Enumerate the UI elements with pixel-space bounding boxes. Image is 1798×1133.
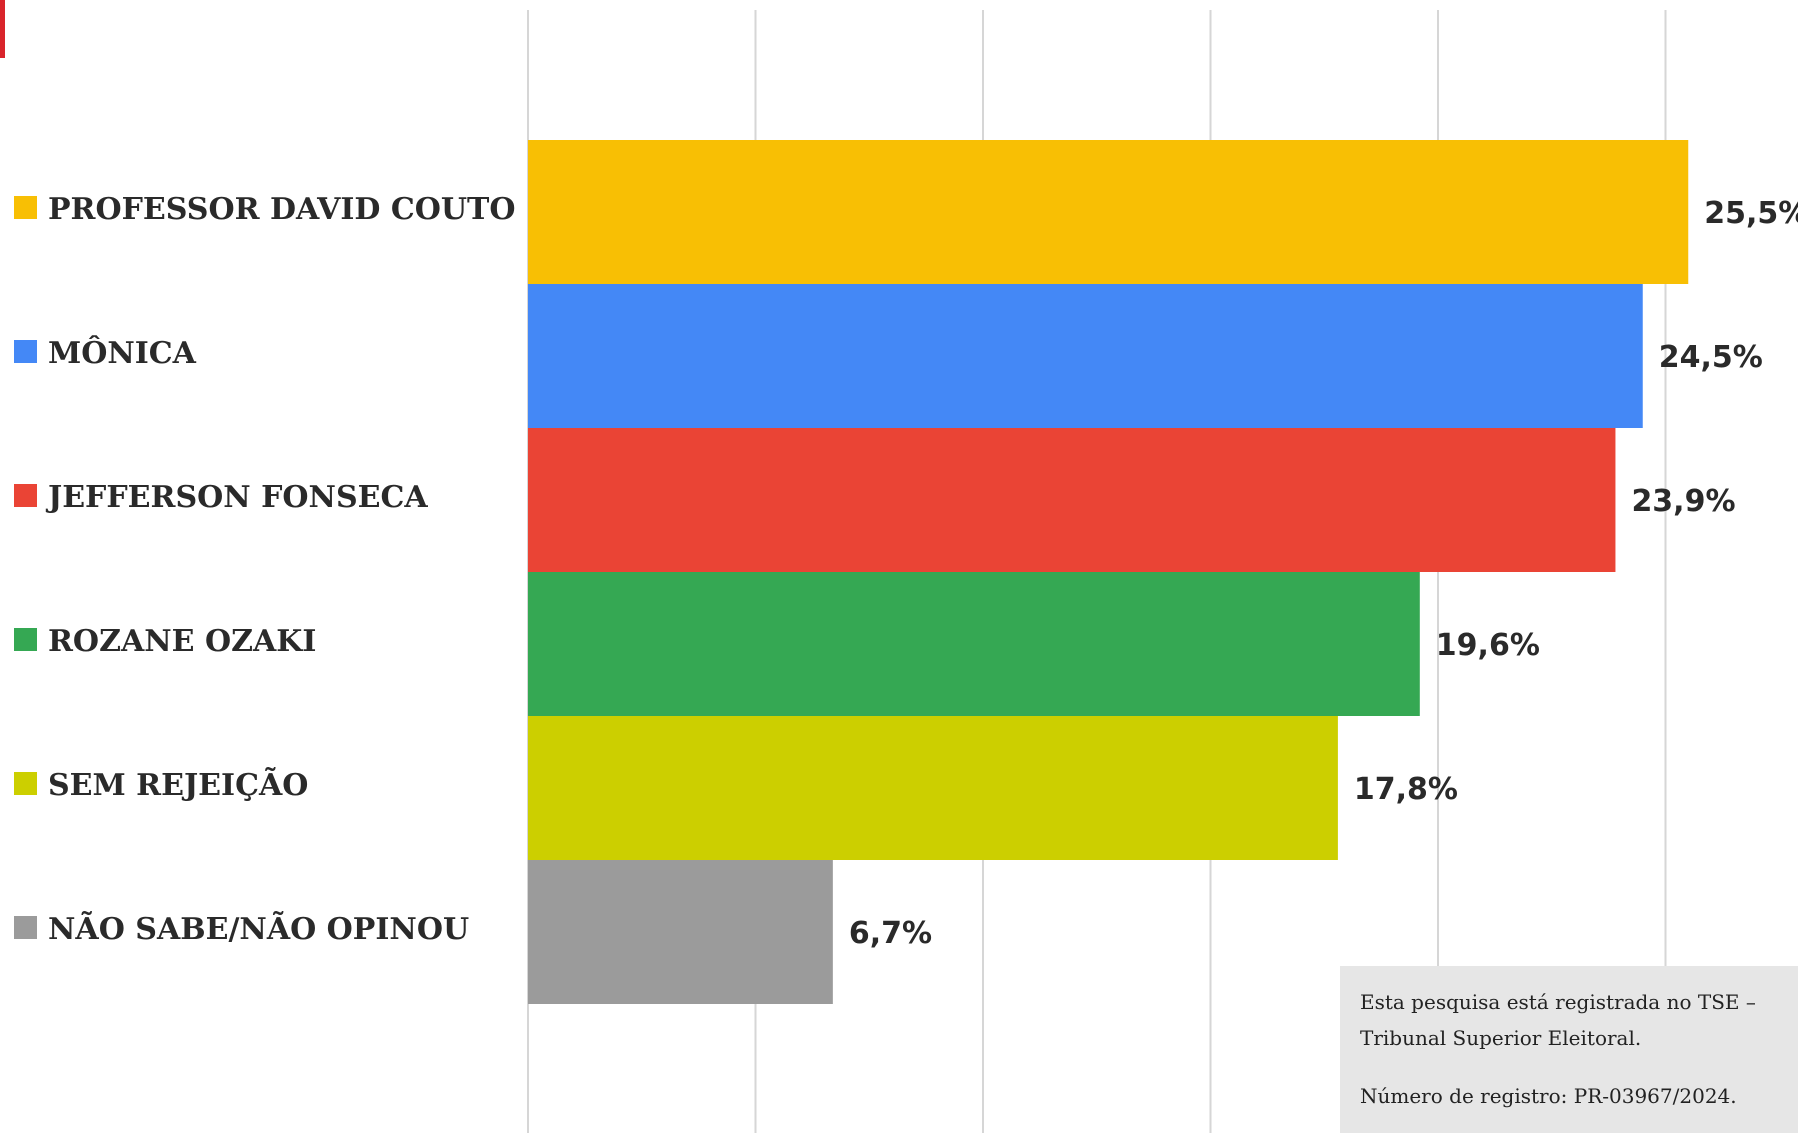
legend-label: MÔNICA	[48, 335, 197, 371]
legend-swatch	[14, 916, 37, 939]
value-label: 24,5%	[1659, 340, 1763, 375]
value-labels: 25,5% 24,5% 23,9% 19,6% 17,8% 6,7%	[849, 196, 1798, 951]
legend-label: NÃO SABE/NÃO OPINOU	[48, 911, 469, 947]
bars	[528, 140, 1689, 1004]
note-registration: Número de registro: PR-03967/2024.	[1360, 1084, 1737, 1108]
value-label: 6,7%	[849, 916, 932, 951]
bar	[528, 860, 833, 1004]
legend-label: ROZANE OZAKI	[48, 624, 316, 659]
bar	[528, 284, 1643, 428]
accent-mark	[0, 0, 5, 58]
value-label: 17,8%	[1354, 772, 1458, 807]
legend-swatch	[14, 772, 37, 795]
value-label: 23,9%	[1631, 484, 1735, 519]
bar	[528, 428, 1616, 572]
legend-label: JEFFERSON FONSECA	[45, 480, 428, 515]
note-line-1: Esta pesquisa está registrada no TSE –	[1360, 990, 1756, 1014]
legend-label: PROFESSOR DAVID COUTO	[48, 192, 515, 227]
legend-swatch	[14, 484, 37, 507]
value-label: 19,6%	[1436, 628, 1540, 663]
legend-swatch	[14, 340, 37, 363]
registration-note: Esta pesquisa está registrada no TSE – T…	[1340, 966, 1798, 1133]
bar	[528, 140, 1689, 284]
legend-swatch	[14, 628, 37, 651]
bar	[528, 572, 1420, 716]
legend-label: SEM REJEIÇÃO	[48, 767, 308, 803]
note-line-2: Tribunal Superior Eleitoral.	[1360, 1026, 1642, 1050]
legend: PROFESSOR DAVID COUTO MÔNICA JEFFERSON FON…	[14, 192, 515, 947]
legend-swatch	[14, 196, 37, 219]
value-label: 25,5%	[1704, 196, 1798, 231]
bar	[528, 716, 1338, 860]
